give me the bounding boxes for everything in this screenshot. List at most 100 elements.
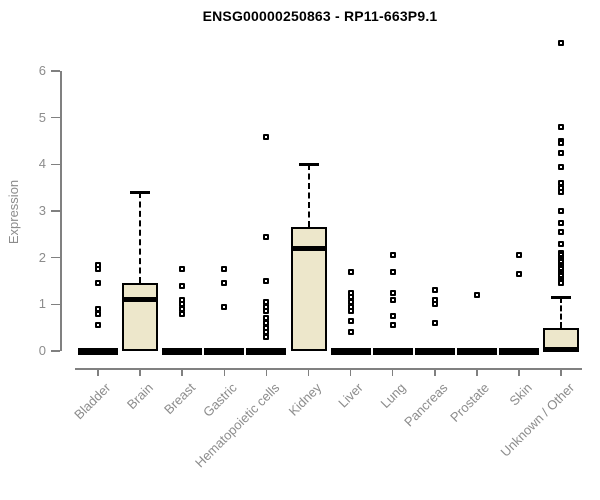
whisker-staple <box>551 295 572 299</box>
outlier-point <box>558 189 565 196</box>
y-tick-label: 5 <box>38 109 46 125</box>
whisker-line <box>307 164 310 228</box>
x-tick-mark <box>560 369 562 376</box>
median-line <box>543 346 580 352</box>
outlier-point <box>558 228 565 235</box>
x-tick-mark <box>265 369 268 376</box>
zero-box-bar <box>204 347 245 355</box>
outlier-point <box>516 270 522 277</box>
x-axis-line <box>75 368 582 370</box>
zero-box-bar <box>372 347 413 355</box>
x-tick-mark <box>139 369 141 376</box>
outlier-point <box>558 149 565 156</box>
outlier-point <box>347 268 354 275</box>
y-tick-mark <box>51 256 60 259</box>
x-tick-label: Unknown / Other <box>497 380 577 460</box>
y-tick-mark <box>51 303 60 306</box>
x-tick-label: Prostate <box>447 380 493 425</box>
zero-box-bar <box>330 347 371 355</box>
whisker-staple <box>130 190 151 194</box>
zero-box-bar <box>246 347 287 355</box>
zero-box-bar <box>78 347 118 355</box>
y-tick-mark <box>51 350 60 352</box>
outlier-point <box>558 219 565 226</box>
outlier-point <box>263 308 270 315</box>
median-line <box>122 297 159 303</box>
median-line <box>290 245 327 251</box>
y-tick-mark <box>51 210 60 212</box>
whisker-line <box>139 192 142 284</box>
y-tick-label: 3 <box>38 202 46 218</box>
zero-box-bar <box>162 347 203 355</box>
zero-box-bar <box>499 347 539 355</box>
outlier-point <box>389 268 396 275</box>
outlier-point <box>389 296 396 303</box>
x-tick-mark <box>97 369 99 376</box>
outlier-point <box>431 301 438 308</box>
y-tick-mark <box>51 116 60 119</box>
outlier-point <box>558 240 565 247</box>
x-tick-label: Breast <box>160 380 198 418</box>
outlier-point <box>558 280 565 287</box>
outlier-point <box>95 310 101 317</box>
outlier-point <box>179 310 186 317</box>
y-tick-mark <box>51 163 60 166</box>
outlier-point <box>221 280 228 287</box>
y-tick-label: 0 <box>38 343 46 358</box>
outlier-point <box>95 322 101 329</box>
outlier-point <box>179 266 186 273</box>
outlier-point <box>389 289 396 296</box>
whisker-staple <box>298 162 319 166</box>
x-tick-label: Bladder <box>71 380 114 423</box>
x-tick-mark <box>434 369 436 376</box>
outlier-point <box>558 140 565 147</box>
outlier-point <box>558 123 565 130</box>
outlier-point <box>389 322 396 329</box>
x-tick-mark <box>307 369 310 376</box>
y-tick-label: 1 <box>38 296 46 312</box>
x-tick-label: Pancreas <box>400 380 451 430</box>
outlier-point <box>347 317 354 324</box>
outlier-point <box>558 39 565 46</box>
whisker-line <box>560 297 563 328</box>
outlier-point <box>221 266 228 273</box>
zero-box-bar <box>456 347 497 355</box>
x-tick-mark <box>518 369 520 376</box>
x-tick-label: Kidney <box>285 380 325 419</box>
y-tick-mark <box>51 70 60 72</box>
y-tick-label: 4 <box>38 156 46 172</box>
outlier-point <box>473 291 480 298</box>
outlier-point <box>263 233 270 240</box>
outlier-point <box>263 333 270 340</box>
zero-box-bar <box>414 347 455 355</box>
outlier-point <box>516 252 522 259</box>
outlier-point <box>263 277 270 284</box>
x-tick-label: Lung <box>377 380 409 412</box>
outlier-point <box>431 319 438 326</box>
outlier-point <box>389 252 396 259</box>
x-tick-mark <box>349 369 352 376</box>
x-tick-mark <box>391 369 394 376</box>
x-tick-label: Gastric <box>200 380 240 420</box>
outlier-point <box>95 266 101 273</box>
x-tick-label: Brain <box>123 380 156 413</box>
outlier-point <box>431 287 438 294</box>
y-tick-label: 2 <box>38 249 46 265</box>
outlier-point <box>347 329 354 336</box>
box <box>122 283 159 351</box>
outlier-point <box>389 312 396 319</box>
outlier-point <box>179 282 186 289</box>
outlier-point <box>221 303 228 310</box>
y-tick-label: 6 <box>38 62 46 78</box>
outlier-point <box>558 163 565 170</box>
x-tick-mark <box>223 369 226 376</box>
x-tick-label: Skin <box>506 380 535 409</box>
x-tick-label: Liver <box>335 380 367 411</box>
x-tick-mark <box>181 369 183 376</box>
outlier-point <box>263 134 270 141</box>
chart-title: ENSG00000250863 - RP11-663P9.1 <box>202 8 438 24</box>
outlier-point <box>95 280 101 287</box>
x-tick-mark <box>476 369 478 376</box>
outlier-point <box>558 207 565 214</box>
